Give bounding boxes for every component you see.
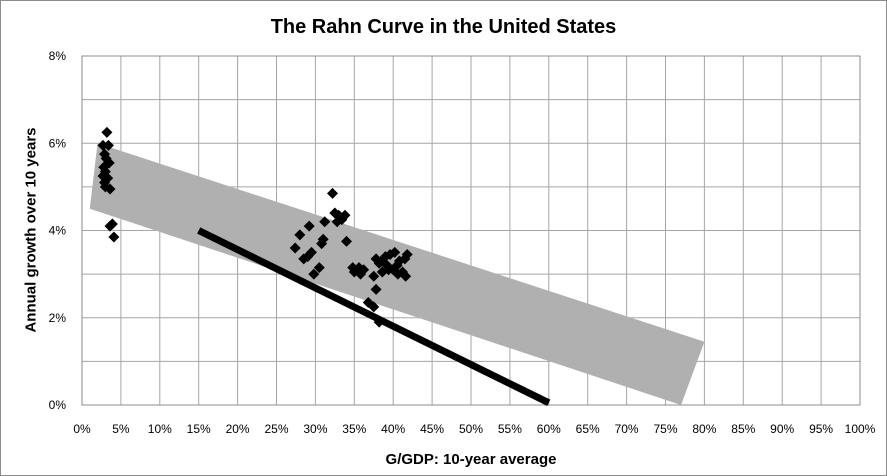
data-point xyxy=(401,248,413,260)
x-tick-label: 15% xyxy=(187,422,211,436)
y-tick-labels: 0% 2% 4% 6% 8% xyxy=(49,49,67,412)
x-tick-label: 85% xyxy=(731,422,755,436)
x-tick-label: 65% xyxy=(576,422,600,436)
x-tick-label: 0% xyxy=(73,422,91,436)
data-point xyxy=(400,270,412,282)
x-tick-label: 30% xyxy=(303,422,327,436)
trend-line xyxy=(197,227,551,406)
data-point xyxy=(101,126,113,138)
data-point xyxy=(313,262,325,274)
data-point xyxy=(308,268,320,280)
data-point xyxy=(289,242,301,254)
data-point xyxy=(319,216,331,228)
y-tick-label: 0% xyxy=(49,398,67,412)
x-tick-label: 90% xyxy=(770,422,794,436)
data-point xyxy=(373,257,385,269)
data-point xyxy=(108,231,120,243)
chart-title: The Rahn Curve in the United States xyxy=(270,16,617,38)
data-point xyxy=(303,220,315,232)
x-tick-label: 50% xyxy=(459,422,483,436)
x-tick-label: 45% xyxy=(420,422,444,436)
x-tick-labels: 0% 5% 10% 15% 20% 25% 30% 35% 40% 45% 50% 55% 60% 65%… xyxy=(73,422,875,436)
data-point xyxy=(102,139,114,151)
x-tick-label: 95% xyxy=(809,422,833,436)
x-tick-label: 60% xyxy=(537,422,561,436)
data-point xyxy=(391,259,403,271)
y-tick-label: 6% xyxy=(49,136,67,150)
data-point xyxy=(302,251,314,263)
x-tick-label: 100% xyxy=(845,422,876,436)
data-point xyxy=(331,216,343,228)
x-tick-label: 80% xyxy=(692,422,716,436)
x-tick-label: 35% xyxy=(342,422,366,436)
x-tick-label: 55% xyxy=(498,422,522,436)
data-points xyxy=(97,126,413,328)
data-point xyxy=(316,238,328,250)
data-point xyxy=(368,270,380,282)
x-tick-label: 75% xyxy=(653,422,677,436)
x-axis-label: G/GDP: 10-year average xyxy=(385,451,557,468)
x-tick-label: 40% xyxy=(381,422,405,436)
data-point xyxy=(370,283,382,295)
x-tick-label: 25% xyxy=(264,422,288,436)
data-point xyxy=(373,316,385,328)
x-tick-label: 70% xyxy=(615,422,639,436)
data-point xyxy=(104,220,116,232)
data-point xyxy=(368,301,380,313)
data-point xyxy=(389,246,401,258)
data-point xyxy=(327,187,339,199)
data-point xyxy=(383,264,395,276)
y-tick-label: 8% xyxy=(49,49,67,63)
data-point xyxy=(341,235,353,247)
data-point xyxy=(355,268,367,280)
y-tick-label: 4% xyxy=(49,224,67,238)
data-point xyxy=(347,262,359,274)
x-tick-label: 20% xyxy=(226,422,250,436)
x-tick-label: 5% xyxy=(112,422,130,436)
data-point xyxy=(104,183,116,195)
x-tick-label: 10% xyxy=(148,422,172,436)
data-point xyxy=(294,229,306,241)
plot-border xyxy=(81,55,861,406)
y-tick-label: 2% xyxy=(49,311,67,325)
trend-line-layer xyxy=(197,227,551,406)
